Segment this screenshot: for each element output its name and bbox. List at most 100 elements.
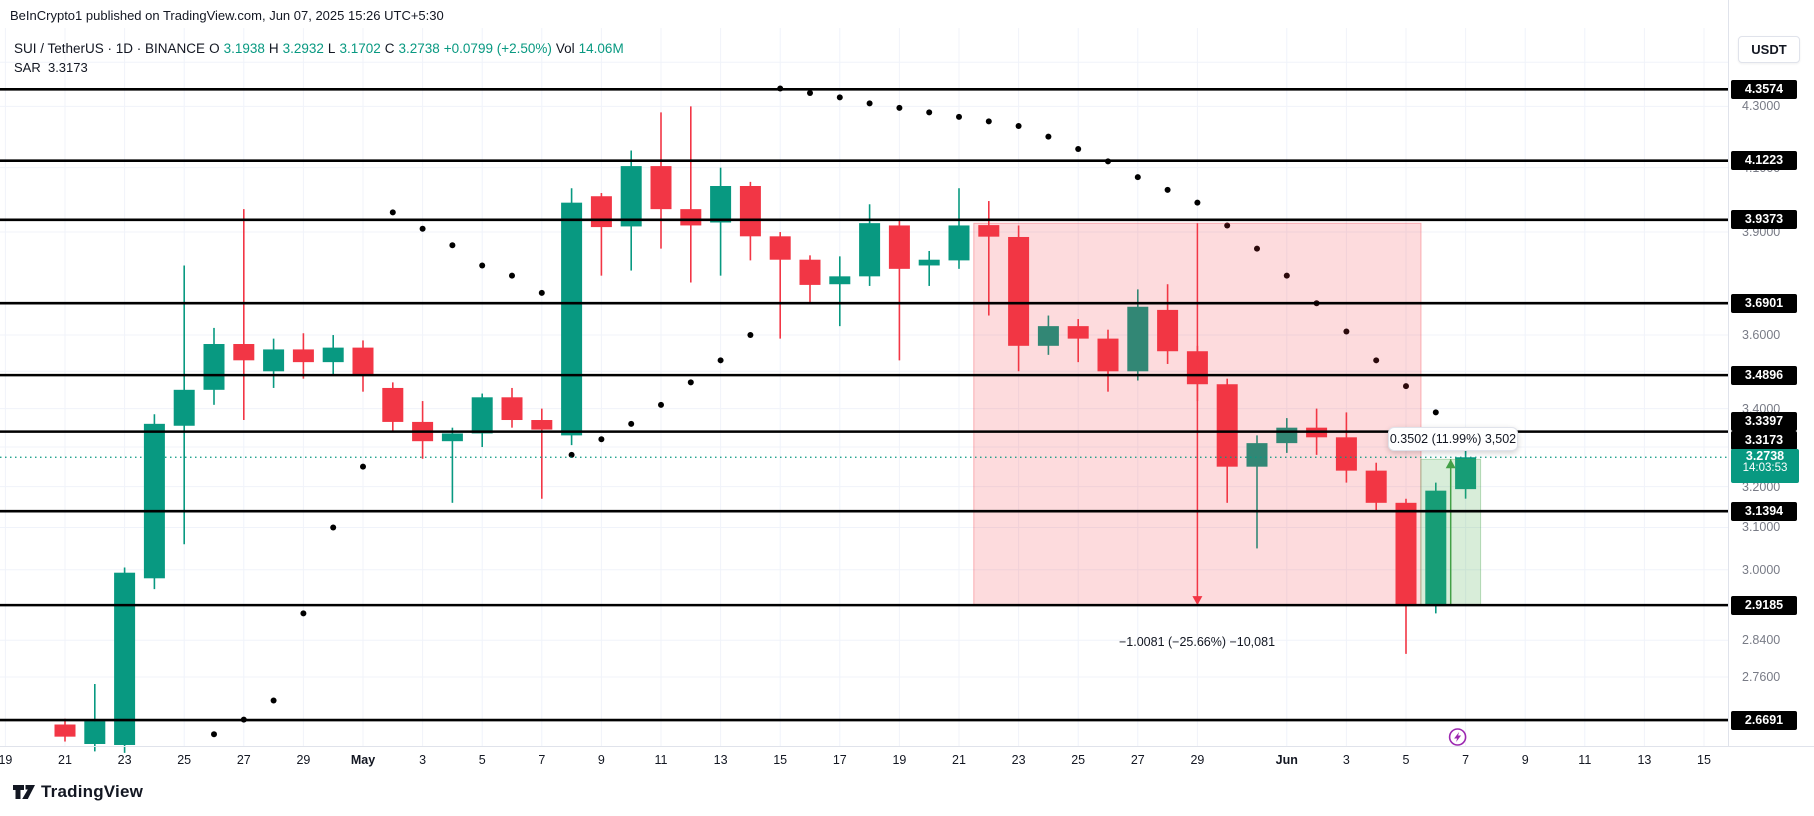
- candle-down: [739, 185, 761, 237]
- time-axis-label: 7: [538, 753, 546, 767]
- sar-dot: [836, 94, 843, 101]
- time-axis-label: 19: [0, 753, 13, 767]
- time-axis-label: 13: [713, 753, 728, 767]
- candle-up: [1127, 306, 1149, 372]
- price-level-label: 4.1223: [1731, 151, 1797, 171]
- sar-dot: [1134, 174, 1141, 181]
- candle-down: [1157, 309, 1179, 352]
- sar-dot: [479, 262, 486, 269]
- candle-down: [680, 209, 702, 226]
- legend-segment: 3.1702: [339, 41, 381, 56]
- symbol-legend[interactable]: SUI / TetherUS · 1D · BINANCE O 3.1938 H 3.2…: [14, 41, 628, 56]
- sar-dot: [1164, 186, 1171, 193]
- indicator-legend[interactable]: SAR 3.3173: [14, 60, 88, 75]
- time-axis-month-label: May: [350, 753, 376, 767]
- price-level-label: 3.3397: [1731, 411, 1797, 431]
- time-axis-label: 23: [117, 753, 132, 767]
- candle-up: [322, 347, 344, 363]
- price-level-label: 2.9185: [1731, 595, 1797, 615]
- legend-segment: L: [327, 41, 336, 56]
- time-axis-label: 27: [1130, 753, 1145, 767]
- sar-dot: [1254, 245, 1260, 252]
- candle-down: [1097, 338, 1119, 372]
- sar-dot: [1373, 357, 1380, 364]
- sar-dot: [211, 731, 217, 738]
- candle-up: [918, 259, 940, 266]
- candle-down: [650, 166, 672, 210]
- legend-segment: Vol: [555, 41, 575, 56]
- time-axis-label: 5: [1402, 753, 1410, 767]
- legend-segment: +0.0799 (+2.50%): [443, 41, 552, 56]
- bar-countdown: 14:03:53: [1742, 462, 1788, 475]
- candle-down: [590, 196, 612, 228]
- price-axis-tick: 2.7600: [1742, 670, 1781, 684]
- time-axis-label: 5: [478, 753, 486, 767]
- sar-dot: [896, 104, 903, 111]
- legend-segment: 3.2738: [398, 41, 440, 56]
- time-axis-label: 29: [1190, 753, 1205, 767]
- time-axis-label: 3: [1342, 753, 1350, 767]
- tradingview-logo[interactable]: TradingView: [12, 781, 143, 803]
- tradingview-logo-text: TradingView: [41, 782, 144, 801]
- price-level-label: 3.4896: [1731, 365, 1797, 385]
- sar-dot: [866, 100, 873, 107]
- time-axis-label: 17: [832, 753, 847, 767]
- time-axis-label: 27: [236, 753, 251, 767]
- sar-dot: [300, 610, 307, 617]
- candle-down: [1365, 470, 1387, 503]
- sar-dot: [628, 420, 635, 427]
- sar-dot: [1403, 383, 1409, 390]
- candle-up: [263, 349, 285, 372]
- time-axis-label: 3: [419, 753, 427, 767]
- candle-up: [173, 389, 195, 426]
- measure-up-tooltip: 0.3502 (11.99%) 3,502: [1388, 427, 1518, 451]
- sar-dot: [1015, 122, 1022, 129]
- candle-down: [1067, 326, 1089, 339]
- current-price-value: 3.2738: [1745, 449, 1785, 464]
- flash-event-marker[interactable]: [1448, 728, 1467, 746]
- sar-dot: [360, 463, 366, 470]
- candle-up: [471, 397, 493, 434]
- price-level-label: 3.1394: [1731, 501, 1797, 521]
- candle-down: [501, 397, 523, 421]
- time-axis-label: 9: [597, 753, 605, 767]
- candle-down: [1008, 236, 1030, 346]
- candle-down: [1335, 437, 1357, 471]
- published-attribution: BeInCrypto1 published on TradingView.com…: [10, 8, 444, 23]
- price-level-label: 3.3173: [1731, 430, 1797, 450]
- legend-segment: SUI / TetherUS · 1D · BINANCE: [14, 41, 206, 56]
- candle-down: [531, 420, 553, 430]
- candle-up: [829, 276, 851, 285]
- legend-segment: 14.06M: [578, 41, 624, 56]
- candle-down: [978, 225, 1000, 237]
- sar-dot: [807, 89, 813, 96]
- legend-segment: O: [209, 41, 220, 56]
- sar-dot: [687, 379, 694, 386]
- candle-down: [233, 344, 255, 361]
- time-axis-label: 13: [1637, 753, 1652, 767]
- time-axis-label: 7: [1462, 753, 1470, 767]
- sar-dot: [270, 697, 277, 704]
- currency-toggle-button[interactable]: USDT: [1738, 36, 1800, 63]
- sar-dot: [509, 272, 515, 279]
- measure-arrow-head: [1192, 596, 1203, 606]
- sar-dot: [419, 225, 426, 232]
- legend-segment: C: [384, 41, 395, 56]
- candle-down: [799, 259, 821, 285]
- candle-up: [948, 225, 970, 261]
- candle-down: [292, 349, 314, 363]
- time-axis-label: 23: [1011, 753, 1026, 767]
- lightning-icon: [1454, 732, 1462, 742]
- sar-dot: [1283, 272, 1290, 279]
- indicator-value: 3.3173: [47, 60, 88, 75]
- sar-dot: [956, 113, 962, 120]
- indicator-name: SAR: [14, 60, 41, 75]
- time-axis-label: 11: [654, 753, 668, 767]
- time-axis-label: 29: [296, 753, 311, 767]
- candle-up: [1037, 326, 1059, 346]
- tradingview-logo-icon: [13, 785, 35, 799]
- sar-dot: [717, 357, 724, 364]
- sar-dot: [985, 118, 992, 125]
- time-axis-label: 11: [1578, 753, 1592, 767]
